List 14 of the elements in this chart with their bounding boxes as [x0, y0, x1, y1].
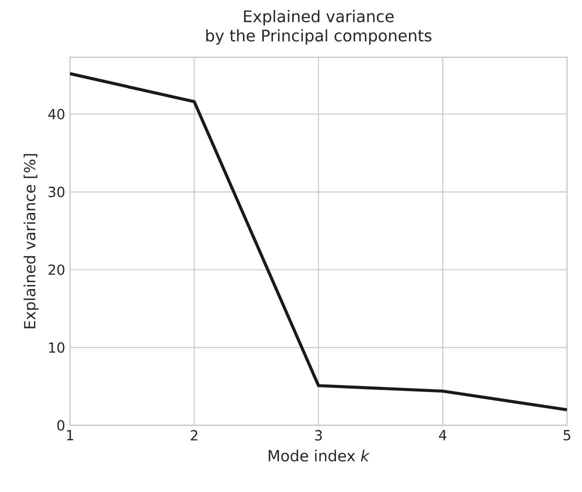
- y-tick-label: 40: [48, 108, 64, 120]
- y-tick-label: 20: [48, 264, 64, 275]
- y-tick-label: 10: [49, 342, 64, 353]
- y-tick-label: 30: [48, 186, 64, 198]
- x-axis-title: Mode index k: [268, 450, 370, 462]
- line-series: [70, 72, 568, 412]
- x-tick-label: 1: [67, 430, 74, 440]
- y-tick-label: 0: [57, 420, 64, 431]
- x-tick-label: 4: [439, 430, 446, 440]
- chart-title: Explained variance by the Principal components: [206, 10, 432, 45]
- y-axis-title: Explained variance [%]: [24, 154, 38, 328]
- x-tick-label: 2: [190, 430, 198, 440]
- x-tick-label: 5: [564, 430, 570, 440]
- x-tick-label: 3: [315, 430, 322, 441]
